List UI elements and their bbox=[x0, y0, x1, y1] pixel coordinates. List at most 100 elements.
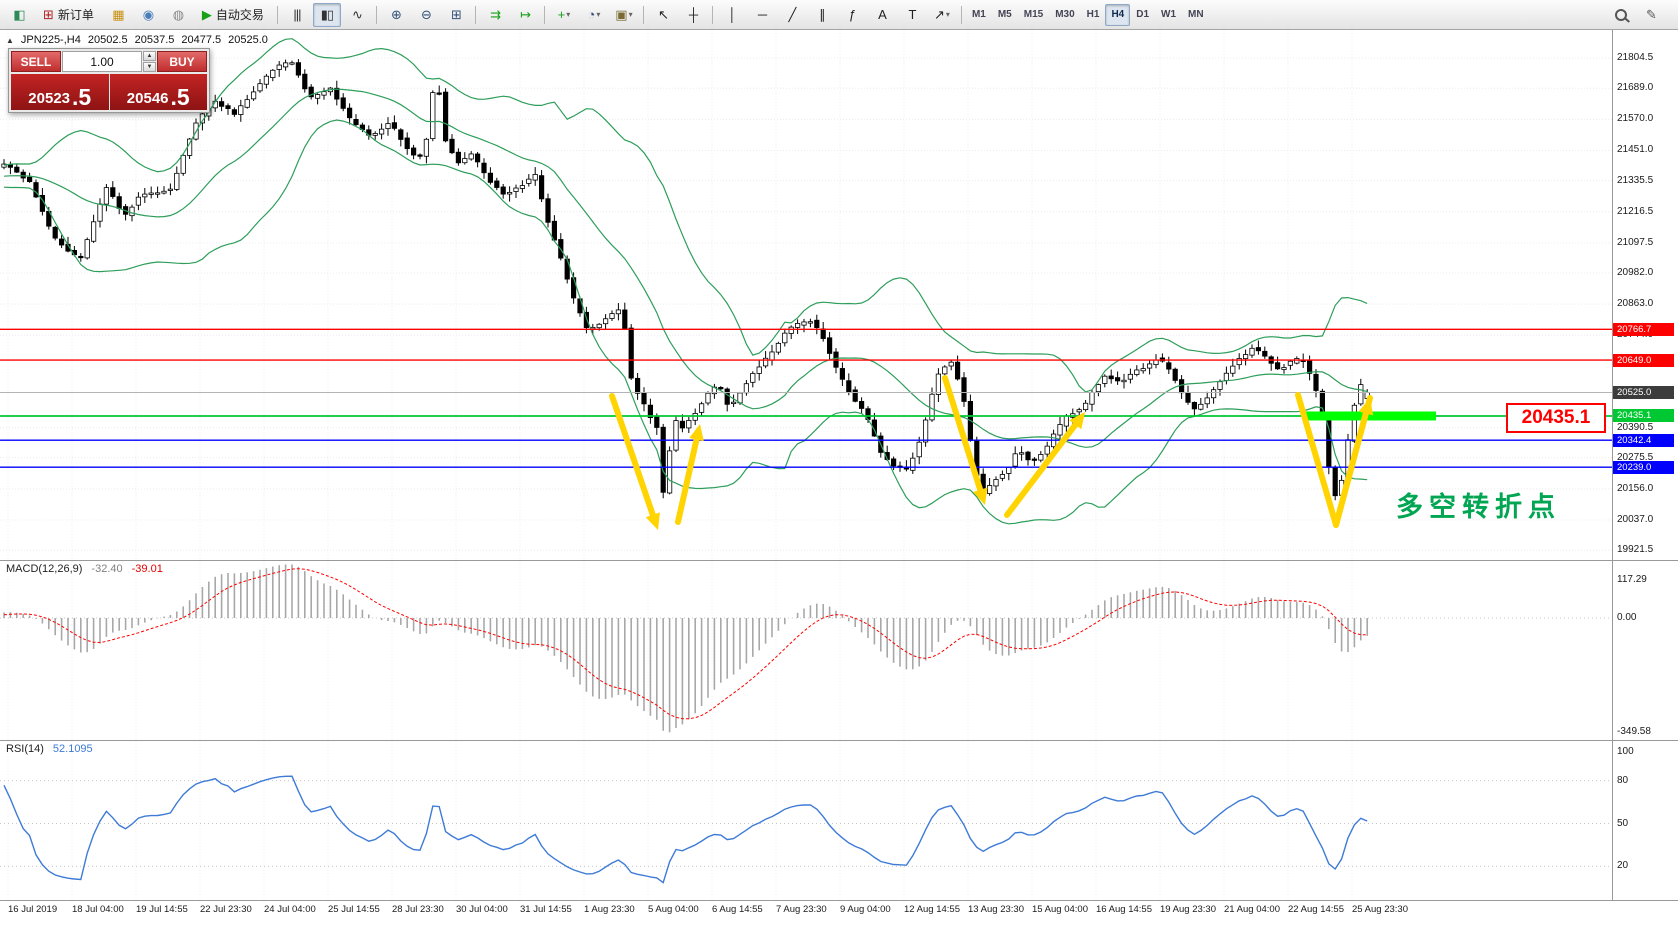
ohlc-bars-glyph: ||| bbox=[293, 7, 301, 22]
auto-trading-glyph: ▶ bbox=[201, 7, 212, 22]
zoom-out-glyph: ⊖ bbox=[420, 7, 432, 22]
tile-windows-icon[interactable]: ⊞ bbox=[442, 3, 470, 27]
text-label-icon[interactable]: T bbox=[898, 3, 926, 27]
navigator-glyph: ◉ bbox=[142, 7, 154, 22]
channel-icon[interactable]: ∥ bbox=[808, 3, 836, 27]
price-axis-label: 19921.5 bbox=[1617, 544, 1654, 556]
text-icon[interactable]: A bbox=[868, 3, 896, 27]
timeframe-m15[interactable]: M15 bbox=[1023, 9, 1044, 20]
rsi-axis-label: 50 bbox=[1617, 817, 1629, 829]
rsi-value: 52.1095 bbox=[52, 743, 93, 755]
price-axis-label: 21689.0 bbox=[1617, 82, 1654, 94]
crosshair-icon[interactable]: ┼ bbox=[679, 3, 707, 27]
time-axis-label: 6 Aug 14:55 bbox=[712, 904, 763, 915]
timeframe-mn[interactable]: MN bbox=[1188, 9, 1204, 20]
zoom-in-icon[interactable]: ⊕ bbox=[382, 3, 410, 27]
indicators-icon[interactable]: + ▾ bbox=[550, 3, 578, 27]
price-axis-label: 21570.0 bbox=[1617, 113, 1654, 125]
buy-button[interactable]: BUY bbox=[157, 51, 207, 72]
price-axis-label: 20863.0 bbox=[1617, 298, 1654, 310]
sell-price-display[interactable]: 20523 .5 bbox=[11, 74, 109, 110]
macd-label-row: MACD(12,26,9) -32.40 -39.01 bbox=[6, 563, 163, 575]
price-level-badge: 20435.1 bbox=[1613, 409, 1674, 423]
dropdown-arrow-icon: ▾ bbox=[566, 10, 571, 19]
volume-up-button[interactable]: ▲ bbox=[143, 51, 156, 61]
toolbar-separator bbox=[276, 5, 278, 24]
timeframe-w1[interactable]: W1 bbox=[1161, 9, 1177, 20]
current-price-badge: 20525.0 bbox=[1613, 385, 1674, 399]
vertical-line-icon[interactable]: │ bbox=[718, 3, 746, 27]
data-window-icon[interactable]: ◍ bbox=[164, 3, 192, 27]
candlesticks-glyph: ▮▯ bbox=[320, 7, 334, 22]
new-order-button-label: 新订单 bbox=[57, 8, 94, 22]
chart-canvas[interactable] bbox=[0, 30, 1678, 948]
new-chart-icon[interactable]: ◧ bbox=[5, 3, 33, 27]
chart-open-value: 20502.5 bbox=[87, 34, 128, 46]
price-callout[interactable]: 20435.1 bbox=[1506, 403, 1606, 433]
templates-icon[interactable]: ▣ ▾ bbox=[610, 3, 638, 27]
periods-glyph: ◔ bbox=[587, 7, 596, 22]
volume-input[interactable]: 1.00 bbox=[62, 51, 142, 72]
time-axis-label: 25 Aug 23:30 bbox=[1352, 904, 1408, 915]
navigator-icon[interactable]: ◉ bbox=[134, 3, 162, 27]
zoom-out-icon[interactable]: ⊖ bbox=[412, 3, 440, 27]
vertical-line-glyph: │ bbox=[728, 7, 736, 22]
timeframe-d1[interactable]: D1 bbox=[1136, 9, 1150, 20]
sell-button[interactable]: SELL bbox=[11, 51, 61, 72]
line-chart-icon[interactable]: ∿ bbox=[343, 3, 371, 27]
price-axis-label: 20982.0 bbox=[1617, 267, 1654, 279]
candlesticks-icon[interactable]: ▮▯ bbox=[312, 2, 341, 27]
chart-window: ▲ JPN225-,H4 20502.5 20537.5 20477.5 205… bbox=[0, 30, 1678, 948]
chart-close-value: 20525.0 bbox=[228, 34, 268, 46]
timeframe-m5[interactable]: M5 bbox=[997, 9, 1012, 20]
toolbar-separator bbox=[543, 5, 545, 24]
macd-value-main: -32.40 bbox=[91, 563, 123, 575]
rsi-axis-label: 20 bbox=[1617, 860, 1629, 872]
macd-axis-label: 117.29 bbox=[1617, 573, 1647, 585]
dropdown-arrow-icon: ▾ bbox=[596, 10, 601, 19]
chart-low-value: 20477.5 bbox=[181, 34, 222, 46]
auto-trading-button[interactable]: ▶ 自动交易 bbox=[194, 3, 272, 27]
indicators-glyph: + bbox=[557, 7, 566, 22]
volume-down-button[interactable]: ▼ bbox=[143, 62, 156, 72]
new-chart-glyph: ◧ bbox=[13, 7, 25, 22]
toolbar-right-group: ✎ bbox=[1606, 3, 1674, 27]
horizontal-line-icon[interactable]: ─ bbox=[748, 3, 776, 27]
turning-point-text[interactable]: 多空转折点 bbox=[1396, 492, 1561, 522]
time-axis-label: 7 Aug 23:30 bbox=[776, 904, 827, 915]
buy-price-display[interactable]: 20546 .5 bbox=[109, 74, 207, 110]
macd-axis-label: -349.58 bbox=[1617, 726, 1651, 738]
time-axis-label: 24 Jul 04:00 bbox=[264, 904, 316, 915]
text-glyph: A bbox=[878, 7, 887, 22]
new-order-button[interactable]: ⊞ 新订单 bbox=[35, 3, 102, 27]
arrows-icon[interactable]: ↗ ▾ bbox=[928, 3, 956, 27]
time-axis-label: 1 Aug 23:30 bbox=[584, 904, 635, 915]
search-icon[interactable] bbox=[1607, 3, 1635, 27]
macd-axis-label: 0.00 bbox=[1617, 612, 1637, 623]
timeframe-h1[interactable]: H1 bbox=[1086, 9, 1100, 20]
edit-icon[interactable]: ✎ bbox=[1637, 3, 1665, 27]
price-axis-label: 20275.5 bbox=[1617, 451, 1654, 463]
market-watch-icon[interactable]: ▦ bbox=[104, 3, 132, 27]
buy-price-main: 20546 bbox=[126, 90, 169, 107]
templates-glyph: ▣ bbox=[615, 7, 627, 22]
timeframe-h4[interactable]: H4 bbox=[1105, 3, 1131, 26]
trendline-glyph: ╱ bbox=[788, 7, 797, 22]
cursor-icon[interactable]: ↖ bbox=[649, 3, 677, 27]
fibonacci-icon[interactable]: ƒ bbox=[838, 3, 866, 27]
trendline-icon[interactable]: ╱ bbox=[778, 3, 806, 27]
auto-scroll-icon[interactable]: ⇉ bbox=[481, 3, 509, 27]
dropdown-arrow-icon: ▾ bbox=[628, 10, 633, 19]
one-click-collapse-icon[interactable]: ▲ bbox=[6, 35, 14, 45]
rsi-label-row: RSI(14) 52.1095 bbox=[6, 743, 93, 755]
time-axis-label: 5 Aug 04:00 bbox=[648, 904, 699, 915]
toolbar-separator bbox=[642, 5, 644, 24]
chart-shift-icon[interactable]: ↦ bbox=[511, 3, 539, 27]
periods-icon[interactable]: ◔ ▾ bbox=[580, 3, 608, 27]
rsi-name: RSI(14) bbox=[6, 743, 44, 755]
ohlc-bars-icon[interactable]: ||| bbox=[283, 3, 311, 27]
price-level-badge: 20342.4 bbox=[1613, 433, 1674, 447]
chart-header: ▲ JPN225-,H4 20502.5 20537.5 20477.5 205… bbox=[6, 34, 268, 46]
timeframe-m30[interactable]: M30 bbox=[1055, 9, 1075, 20]
timeframe-m1[interactable]: M1 bbox=[971, 9, 986, 20]
